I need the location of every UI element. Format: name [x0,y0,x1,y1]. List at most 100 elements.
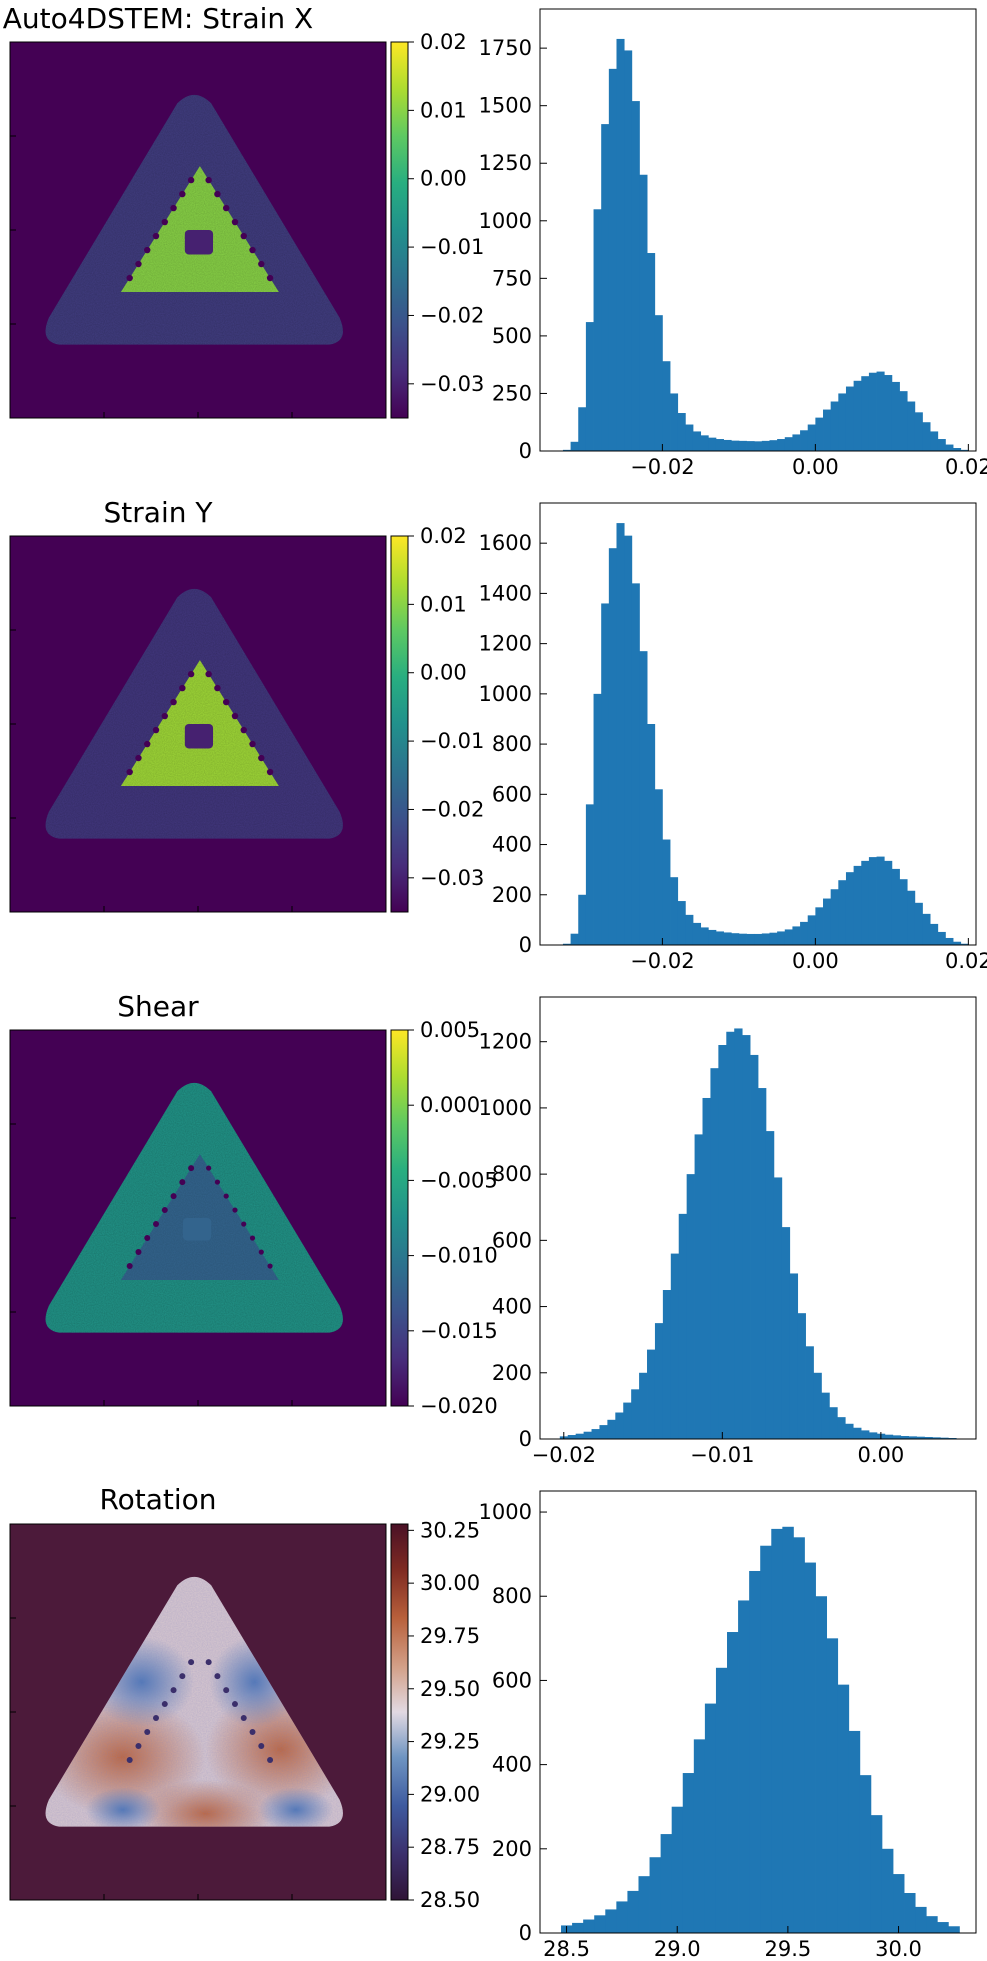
histogram-bar [948,1926,960,1933]
histogram-bar [789,1273,799,1439]
defect-spot [179,684,186,692]
histogram-bar [749,1570,761,1933]
colorbar-tick-label: 28.50 [420,1888,480,1912]
histogram-bar [624,50,633,451]
histogram-bar [601,124,610,452]
colorbar-tick-label: 0.000 [420,1093,480,1117]
histogram-bar [891,868,900,945]
histogram-bar [899,879,908,945]
defect-spot [258,754,265,762]
histogram-bar [693,1739,706,1933]
defect-spot [267,1263,273,1269]
defect-spot [231,1701,238,1708]
histogram-frame [539,996,977,1440]
defect-spot [240,232,247,240]
histogram-bar [914,902,923,945]
histogram-bar [700,435,709,451]
histogram-bar [892,1435,902,1439]
histogram-bar [797,1313,806,1439]
defect-spot [223,204,230,212]
histogram-bar [760,1545,772,1933]
y-tick-label: 600 [492,782,532,806]
histogram-bar [837,1417,846,1439]
histogram-bar [654,1323,664,1439]
defect-spot [161,218,168,226]
x-tick-label: 0.02 [945,455,987,479]
defect-spot [179,1673,186,1680]
defect-spot [187,176,195,184]
histogram-bar [838,880,847,945]
histogram-bar [738,933,747,945]
defect-spot [249,740,256,748]
defect-spot [223,1193,229,1199]
histogram-bar [916,1436,925,1439]
histogram-bar [562,943,571,945]
histogram-bar [773,1177,783,1439]
histogram-bar [754,933,763,945]
histogram-bar [830,889,839,945]
colorbar-tick-label: −0.01 [420,729,484,753]
histogram-bar [861,860,870,945]
histogram-bar [631,101,640,451]
x-tick-label: 0.00 [857,1443,904,1467]
defect-spot [135,260,142,268]
histogram-bar [940,1437,949,1439]
histogram-bar [715,931,724,945]
histogram-bar [662,839,671,945]
histogram-bar [638,1876,650,1933]
histogram-bar [738,440,747,451]
histogram-bar [837,1684,850,1933]
x-tick-label: 0.00 [792,949,839,973]
colorbar-tick-label: 29.75 [420,1624,480,1648]
histogram-bar [639,651,648,945]
histogram-bar [578,894,587,945]
colorbar-tick-label: 0.00 [420,167,467,191]
histogram-bar [700,927,709,945]
defect-spot [126,1757,133,1764]
y-tick-label: 1000 [479,682,532,706]
defect-spot [214,1673,221,1680]
histogram-bar [815,907,824,945]
histogram-bar [826,1638,839,1933]
histogram-bar [623,1402,632,1439]
histogram-bar [800,921,809,945]
colorbar-tick-label: 29.00 [420,1782,480,1806]
defect-spot [144,1235,151,1242]
histogram-bar [670,877,679,945]
histogram-bar [754,441,763,451]
histogram-bar [746,441,755,451]
histogram-bar [715,439,724,451]
histogram-bar [926,1916,938,1933]
strain-x-row: 0.02 0.01 0.00 −0.01 −0.02 −0.03 0 250 500 750 100… [9,8,987,479]
histogram-bar [583,1431,592,1439]
defect-spot [231,712,239,720]
colorbar-tick-label: 0.02 [420,524,467,548]
histogram-bar [870,1815,883,1933]
histogram-bar [662,1290,672,1439]
histogram-bar [677,901,686,945]
histogram-bar [734,1028,743,1439]
histogram-bar [593,209,602,451]
defect-spot [144,1729,151,1736]
colorbar-tick-label: −0.02 [420,303,484,327]
colorbar-tick-label: −0.01 [420,235,484,259]
x-tick-label: −0.01 [690,1443,754,1467]
y-tick-label: 600 [492,1228,532,1252]
histogram-bar [800,430,809,451]
histogram-bar [726,1031,735,1439]
inner-triangle-texture [120,660,279,787]
histogram-bar [953,941,962,945]
histogram-bar [829,1407,838,1439]
histogram-bar [821,1392,830,1439]
y-tick-label: 250 [492,381,532,405]
histogram-bar [868,857,877,945]
histogram-bar [731,440,740,451]
histogram-frame [539,8,977,452]
histogram-bar [660,1834,673,1933]
x-tick-label: 29.5 [764,1937,811,1961]
strain-y-row: 0.02 0.01 0.00 −0.01 −0.02 −0.03 0 200 400 600 800… [9,502,987,973]
inner-hole [182,1218,212,1241]
histogram-bar [616,1901,628,1933]
histogram-bar [893,1874,905,1933]
